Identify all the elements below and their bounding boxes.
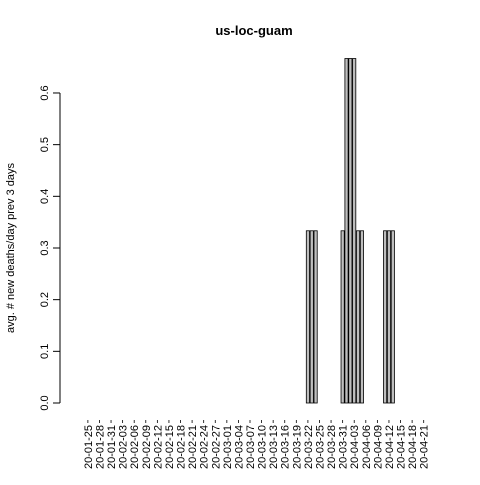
x-tick-label: 20-03-25 <box>314 425 326 469</box>
x-tick-label: 20-03-31 <box>338 425 350 469</box>
x-tick-label: 20-02-03 <box>118 425 130 469</box>
x-tick-label: 20-03-19 <box>291 425 303 469</box>
y-tick-label: 0.2 <box>39 292 51 307</box>
bar <box>383 230 388 404</box>
x-tick-label: 20-02-12 <box>152 425 164 469</box>
bar <box>340 230 345 404</box>
y-tick-label: 0.5 <box>39 137 51 152</box>
x-tick-label: 20-02-18 <box>176 425 188 469</box>
x-tick-label: 20-03-04 <box>233 425 245 469</box>
x-tick-label: 20-03-16 <box>280 425 292 469</box>
x-axis: 20-01-25 20-01-28 20-01-31 20-02-03 20-02-06… <box>83 420 431 469</box>
x-tick-label: 20-02-24 <box>199 425 211 469</box>
x-tick-label: 20-03-10 <box>257 425 269 469</box>
x-tick-label: 20-04-06 <box>361 425 373 469</box>
bar <box>344 58 349 404</box>
x-tick-label: 20-02-06 <box>129 425 141 469</box>
bar <box>356 230 361 404</box>
x-tick-label: 20-03-28 <box>326 425 338 469</box>
y-axis: 0.0 0.1 0.2 0.3 0.4 0.5 0.6 <box>39 85 61 411</box>
x-tick-label: 20-02-27 <box>210 425 222 469</box>
x-tick-label: 20-04-09 <box>372 425 384 469</box>
x-tick-label: 20-01-28 <box>94 425 106 469</box>
bar <box>386 230 391 404</box>
x-tick-label: 20-02-15 <box>164 425 176 469</box>
y-tick-label: 0.0 <box>39 395 51 410</box>
x-tick-label: 20-02-09 <box>141 425 153 469</box>
x-tick-label: 20-03-01 <box>222 425 234 469</box>
x-tick-label: 20-04-12 <box>384 425 396 469</box>
y-tick-label: 0.3 <box>39 240 51 255</box>
y-tick-label: 0.1 <box>39 344 51 359</box>
x-tick-label: 20-04-15 <box>396 425 408 469</box>
x-tick-label: 20-03-13 <box>268 425 280 469</box>
bar <box>313 230 318 404</box>
x-tick-label: 20-01-31 <box>106 425 118 469</box>
x-tick-label: 20-04-18 <box>407 425 419 469</box>
bar <box>305 230 310 404</box>
x-tick-label: 20-04-21 <box>419 425 431 469</box>
bar <box>348 58 353 404</box>
x-tick-label: 20-01-25 <box>83 425 95 469</box>
bar <box>309 230 314 404</box>
chart-title: us-loc-guam <box>215 23 292 38</box>
y-axis-title: avg. # new deaths/day prev 3 days <box>5 163 17 333</box>
bar <box>390 230 395 404</box>
x-tick-label: 20-03-22 <box>303 425 315 469</box>
bar <box>352 58 357 404</box>
y-tick-label: 0.4 <box>39 189 51 204</box>
x-tick-label: 20-03-07 <box>245 425 257 469</box>
bar <box>359 230 364 404</box>
x-tick-label: 20-02-21 <box>187 425 199 469</box>
bars-group <box>305 58 395 404</box>
x-tick-label: 20-04-03 <box>349 425 361 469</box>
y-tick-label: 0.6 <box>39 85 51 100</box>
